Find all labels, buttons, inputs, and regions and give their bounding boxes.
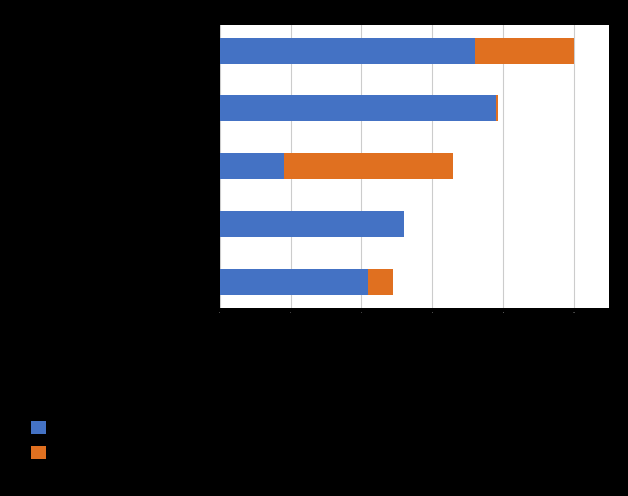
Bar — [220, 95, 496, 122]
Bar — [496, 95, 497, 122]
Bar — [220, 38, 475, 63]
Bar — [475, 38, 574, 63]
Bar — [220, 269, 369, 295]
Bar — [369, 269, 393, 295]
Bar — [220, 153, 283, 179]
Bar — [220, 211, 404, 237]
Legend: , : , — [31, 422, 51, 460]
Bar — [283, 153, 453, 179]
